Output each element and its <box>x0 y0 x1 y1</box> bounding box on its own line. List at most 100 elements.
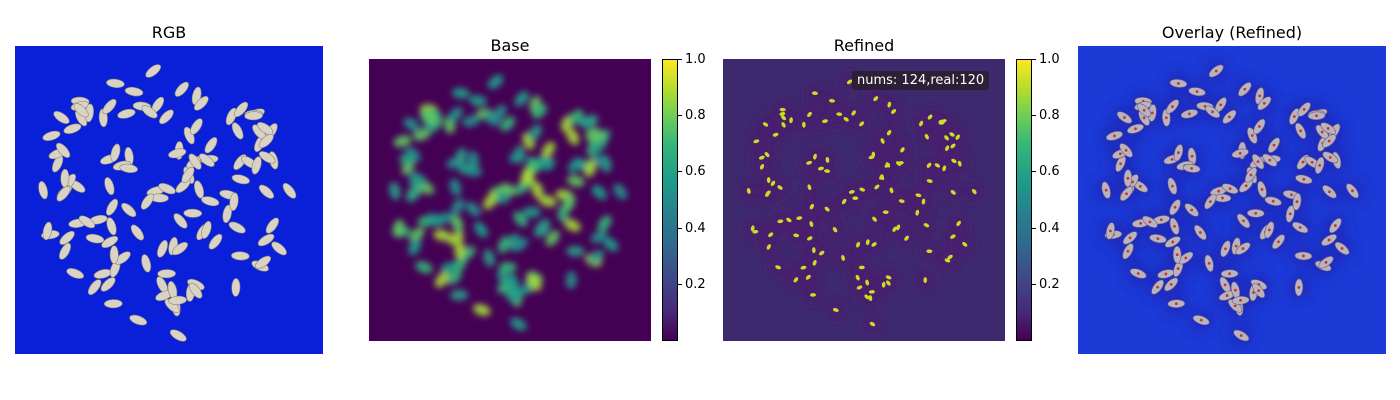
density-peak <box>806 236 813 241</box>
density-blob <box>538 195 557 207</box>
density-peak <box>887 101 892 108</box>
seed <box>229 192 239 211</box>
density-peak <box>891 108 897 114</box>
density-peak <box>927 114 933 120</box>
seed <box>265 217 279 234</box>
seed <box>140 193 154 210</box>
colorbar-tick <box>678 171 682 173</box>
density-blob <box>538 218 551 237</box>
seed <box>231 251 250 261</box>
density-peak <box>923 277 928 284</box>
seed <box>53 111 70 124</box>
density-peak <box>752 229 759 234</box>
density-blob <box>510 317 527 331</box>
density-peak <box>885 162 891 168</box>
density-peak <box>921 198 926 205</box>
density-blob <box>597 215 612 232</box>
density-blob <box>421 110 438 126</box>
seed <box>63 123 82 134</box>
density-peak <box>825 156 830 163</box>
colorbar-tick-label: 0.4 <box>1039 220 1060 236</box>
density-blob <box>578 117 597 129</box>
density-blob <box>487 74 504 89</box>
density-peak <box>832 308 839 312</box>
rgb-image <box>15 46 323 354</box>
density-peak <box>950 143 956 149</box>
overlay-image <box>1078 46 1386 354</box>
density-blob <box>492 192 511 204</box>
colorbar-tick <box>678 283 682 285</box>
density-peak <box>859 121 865 127</box>
density-blob <box>520 169 535 186</box>
density-blob <box>499 183 517 196</box>
density-blob <box>566 128 580 146</box>
density-peak <box>874 184 880 190</box>
density-blob <box>498 261 517 273</box>
density-blob <box>451 87 470 99</box>
density-blob <box>613 183 628 200</box>
density-peak <box>945 145 950 152</box>
density-blob <box>563 192 576 211</box>
density-blob <box>603 237 619 252</box>
density-peak <box>926 162 932 168</box>
density-blob <box>532 104 548 119</box>
seed <box>38 181 49 200</box>
refined-heatmap <box>723 59 1005 341</box>
colorbar-tick-label: 0.2 <box>685 276 706 292</box>
seed <box>101 235 119 248</box>
density-peak <box>879 174 884 180</box>
seed <box>87 279 102 296</box>
density-blob <box>483 249 495 267</box>
panel-title-refined: Refined <box>833 36 895 55</box>
refined-density-map <box>738 71 985 335</box>
seed <box>257 233 275 247</box>
density-peak <box>886 280 891 286</box>
refined-colorbar <box>1016 59 1032 341</box>
density-peak <box>900 147 905 153</box>
density-peak <box>947 254 953 260</box>
density-peak <box>777 185 783 190</box>
density-peak <box>868 295 873 302</box>
density-blob <box>522 206 541 218</box>
density-peak <box>812 247 816 254</box>
seed <box>117 108 136 119</box>
density-peak <box>904 235 909 241</box>
density-blob <box>589 127 607 142</box>
seed <box>78 215 96 229</box>
density-blob <box>500 116 516 132</box>
colorbar-tick <box>678 59 682 60</box>
density-peak <box>872 216 877 222</box>
seed <box>145 64 162 78</box>
density-blob <box>566 245 585 257</box>
density-peak <box>855 274 860 281</box>
density-peak <box>812 259 817 266</box>
density-peak <box>858 265 865 270</box>
colorbar-tick <box>678 227 682 229</box>
density-blob <box>403 117 420 132</box>
seed <box>172 241 188 256</box>
density-peak <box>786 217 792 223</box>
density-peak <box>822 119 828 124</box>
seed <box>201 196 220 207</box>
seed <box>42 221 53 241</box>
seed <box>271 241 287 256</box>
density-peak <box>768 232 774 238</box>
seed <box>121 202 137 218</box>
density-blob <box>451 198 465 215</box>
density-blob <box>584 159 597 178</box>
density-peak <box>789 117 793 124</box>
density-blob <box>455 147 467 166</box>
density-peak <box>950 190 956 195</box>
seed <box>234 101 249 118</box>
density-peak <box>886 130 892 136</box>
density-peak <box>824 169 831 173</box>
density-blob <box>508 286 527 298</box>
density-peak <box>766 244 771 250</box>
seed <box>225 107 238 126</box>
seed <box>104 299 123 309</box>
colorbar-tick <box>1032 59 1036 60</box>
density-blob <box>588 250 605 264</box>
density-peak <box>962 241 968 247</box>
density-peak <box>813 153 817 160</box>
density-blob <box>483 193 498 210</box>
